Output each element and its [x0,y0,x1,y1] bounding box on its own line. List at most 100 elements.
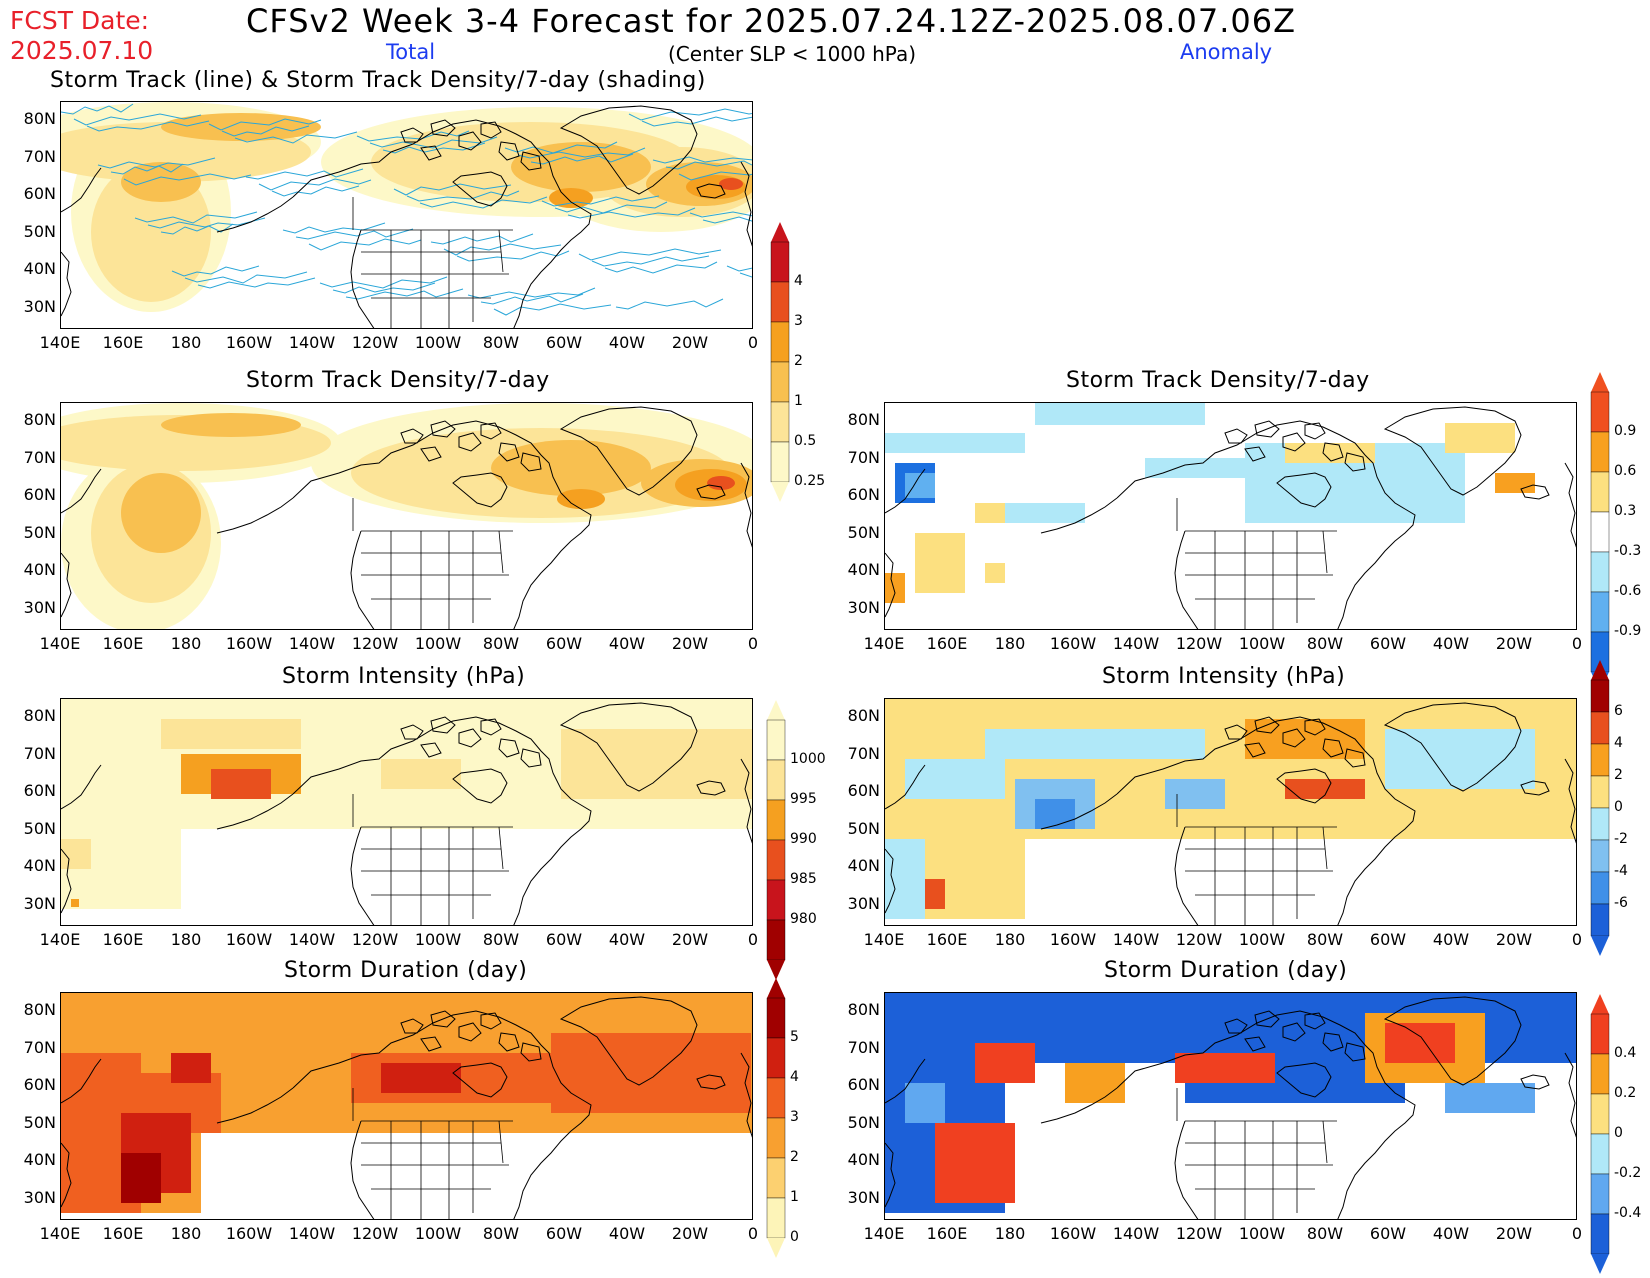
lon-tick-label: 180 [170,1224,202,1243]
colorbar-label: 5 [790,1029,799,1045]
colorbar-label: 1 [794,393,803,409]
map-duration-total [60,992,753,1220]
lon-tick-label: 160W [1049,930,1097,949]
colorbar-duration-total: 5 4 3 2 1 0 [766,978,799,1262]
lon-tick-label: 20W [1495,1224,1533,1243]
lon-tick-label: 160E [926,634,968,653]
colorbar-label: 980 [790,911,817,927]
lon-tick-label: 180 [170,333,202,352]
lon-tick-label: 140W [288,1224,336,1243]
density-anom-title: Storm Track Density/7-day [1066,368,1370,393]
colorbar-label: -0.3 [1614,543,1642,559]
colorbar-duration-anom: 0.4 0.2 0 -0.2 -0.4 [1590,994,1641,1278]
lon-tick-label: 140E [39,930,81,949]
total-label: Total [386,40,436,64]
lat-tick-label: 40N [847,856,880,875]
lon-tick-label: 120W [1175,634,1223,653]
fcst-date-value: 2025.07.10 [10,36,154,65]
duration-total-title: Storm Duration (day) [284,958,528,983]
anomaly-label: Anomaly [1180,40,1273,64]
lon-tick-label: 60W [545,930,583,949]
map-density-anom [884,402,1577,630]
lon-tick-label: 140W [288,333,336,352]
colorbar-label: 0 [790,1229,799,1245]
map-storm-track [60,101,753,329]
lon-tick-label: 0 [1571,930,1583,949]
lat-tick-label: 60N [23,485,56,504]
lon-tick-label: 140E [39,1224,81,1243]
colorbar-label: 4 [790,1069,799,1085]
colorbar-label: -0.9 [1614,623,1642,639]
lat-tick-label: 50N [23,818,56,838]
lon-tick-label: 80W [1306,1224,1344,1243]
lon-tick-label: 120W [351,1224,399,1243]
lon-tick-label: 100W [1238,930,1286,949]
lon-tick-label: 120W [351,930,399,949]
lat-tick-label: 50N [23,221,56,241]
lon-tick-label: 60W [545,333,583,352]
colorbar-label: 4 [1614,735,1623,751]
colorbar-label: 1 [790,1189,799,1205]
lat-tick-label: 40N [847,560,880,579]
lon-tick-label: 160W [225,333,273,352]
lon-tick-label: 40W [1432,1224,1470,1243]
lon-tick-label: 20W [1495,930,1533,949]
main-title: CFSv2 Week 3-4 Forecast for 2025.07.24.1… [246,2,1297,40]
lon-tick-label: 140E [863,930,905,949]
lon-tick-label: 40W [608,930,646,949]
lon-tick-label: 160W [225,1224,273,1243]
lon-tick-label: 140W [1112,930,1160,949]
colorbar-label: -6 [1614,895,1628,911]
lat-tick-label: 60N [847,485,880,504]
lon-tick-label: 120W [351,333,399,352]
colorbar-label: 0.6 [1614,463,1637,479]
lat-tick-label: 60N [847,781,880,800]
lon-tick-label: 160E [102,333,144,352]
lon-tick-label: 160E [926,930,968,949]
lon-tick-label: 80W [482,930,520,949]
top-panel-title: Storm Track (line) & Storm Track Density… [50,68,706,93]
lon-tick-label: 160E [102,930,144,949]
colorbar-label: 0.3 [1614,503,1637,519]
lon-tick-label: 80W [482,634,520,653]
lon-tick-label: 20W [671,333,709,352]
colorbar-label: 3 [794,313,803,329]
lon-tick-label: 60W [1369,930,1407,949]
colorbar-label: 1000 [790,751,826,767]
colorbar-label: 2 [1614,767,1623,783]
lat-tick-label: 40N [23,259,56,278]
lon-tick-label: 60W [545,634,583,653]
colorbar-label: 3 [790,1109,799,1125]
colorbar-label: 6 [1614,703,1623,719]
colorbar-label: 985 [790,871,817,887]
lat-tick-label: 30N [847,893,880,913]
colorbar-label: 0 [1614,1125,1623,1141]
intensity-anom-title: Storm Intensity (hPa) [1102,664,1346,689]
lon-tick-label: 40W [608,634,646,653]
map-duration-anom [884,992,1577,1220]
fcst-date-label: FCST Date: [10,6,150,35]
lon-tick-label: 100W [1238,634,1286,653]
lat-tick-label: 80N [847,410,880,429]
lat-tick-label: 70N [23,146,56,166]
colorbar-label: 0 [1614,799,1623,815]
lon-tick-label: 40W [1432,930,1470,949]
lon-tick-label: 140W [1112,1224,1160,1243]
lon-tick-label: 20W [1495,634,1533,653]
colorbar-label: -0.6 [1614,583,1642,599]
lon-tick-label: 120W [1175,930,1223,949]
lon-tick-label: 160W [1049,1224,1097,1243]
colorbar-label: 0.9 [1614,423,1637,439]
lat-tick-label: 60N [23,781,56,800]
colorbar-label: -2 [1614,831,1628,847]
lon-tick-label: 40W [608,1224,646,1243]
colorbar-intensity-total: 1000 995 990 985 980 [766,700,826,984]
lon-tick-label: 100W [414,634,462,653]
lon-tick-label: 180 [994,1224,1026,1243]
density-total-title: Storm Track Density/7-day [246,368,550,393]
lat-tick-label: 80N [23,109,56,128]
lon-tick-label: 160W [225,634,273,653]
lon-tick-label: 160W [225,930,273,949]
lat-tick-label: 30N [23,597,56,617]
lon-tick-label: 180 [170,930,202,949]
